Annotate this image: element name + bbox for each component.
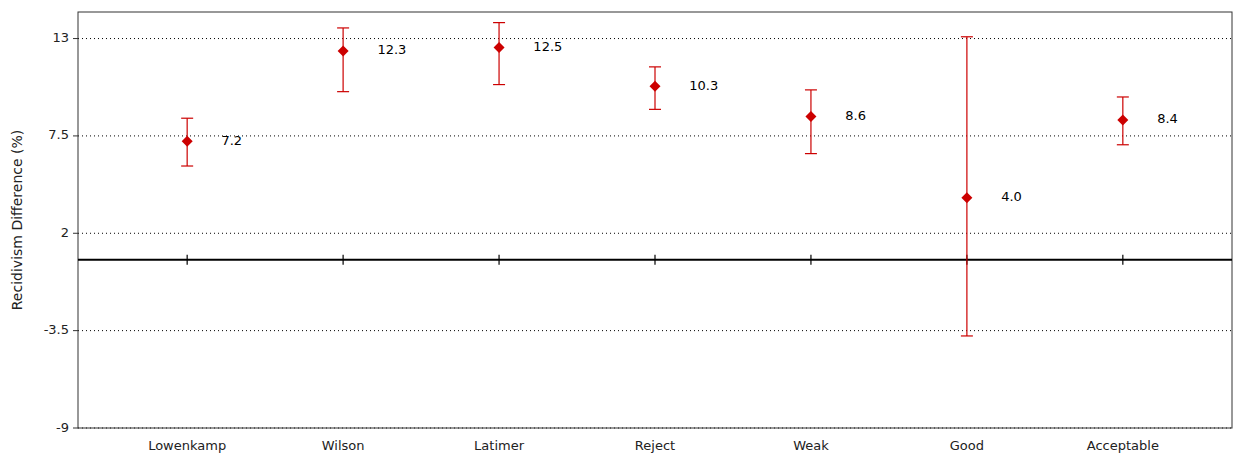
y-tick xyxy=(73,233,78,234)
error-cap xyxy=(337,27,349,28)
y-tick xyxy=(73,135,78,136)
grid-line xyxy=(78,330,1232,331)
point xyxy=(961,192,972,203)
error-cap xyxy=(961,335,973,336)
category-tick xyxy=(187,255,188,265)
y-tick-label: 2 xyxy=(61,225,69,240)
data-label: 8.4 xyxy=(1157,111,1178,126)
labels: 7.2 Lowenkamp 12.3 Wilson 12.5 Latimer 10.3 Rej… xyxy=(148,39,1178,453)
point xyxy=(494,42,505,53)
point xyxy=(805,111,816,122)
category-tick xyxy=(654,255,655,265)
y-axis-label: Recidivism Difference (%) xyxy=(9,130,25,310)
error-cap xyxy=(649,109,661,110)
y-tick-label: 7.5 xyxy=(48,127,69,142)
category-label: Good xyxy=(950,438,984,453)
data-label: 12.5 xyxy=(533,39,562,54)
y-tick xyxy=(73,428,78,429)
error-bar xyxy=(343,28,344,92)
error-cap xyxy=(181,165,193,166)
y-tick-label: 13 xyxy=(52,30,69,45)
y-tick-label: -3.5 xyxy=(44,322,69,337)
error-cap xyxy=(805,153,817,154)
category-label: Latimer xyxy=(474,438,525,453)
category-label: Acceptable xyxy=(1087,438,1159,453)
data-label: 7.2 xyxy=(221,133,242,148)
point xyxy=(650,81,661,92)
error-cap xyxy=(961,36,973,37)
error-cap xyxy=(1117,96,1129,97)
error-cap xyxy=(649,66,661,67)
category-label: Lowenkamp xyxy=(148,438,226,453)
data-label: 10.3 xyxy=(689,78,718,93)
data-label: 4.0 xyxy=(1001,189,1022,204)
y-tick xyxy=(73,38,78,39)
y-tick-label: -9 xyxy=(56,420,69,435)
grid-line xyxy=(78,38,1232,39)
error-cap xyxy=(337,91,349,92)
category-tick xyxy=(343,255,344,265)
grid-line xyxy=(78,135,1232,136)
point xyxy=(1117,114,1128,125)
category-tick xyxy=(810,255,811,265)
grid: 13 7.5 2 -3.5 -9 xyxy=(44,30,1232,434)
plot-frame xyxy=(78,12,1232,428)
point xyxy=(338,45,349,56)
error-cap xyxy=(493,22,505,23)
category-label: Reject xyxy=(635,438,675,453)
data-label: 12.3 xyxy=(377,42,406,57)
category-label: Wilson xyxy=(322,438,365,453)
marks xyxy=(78,23,1232,336)
error-bar xyxy=(966,37,967,336)
data-label: 8.6 xyxy=(845,108,866,123)
error-cap xyxy=(181,118,193,119)
chart: 13 7.5 2 -3.5 -9 Recidivism Difference (%) 7.2… xyxy=(0,0,1252,465)
category-tick xyxy=(1122,255,1123,265)
point xyxy=(182,136,193,147)
error-bar xyxy=(498,23,499,85)
error-cap xyxy=(493,84,505,85)
error-cap xyxy=(1117,144,1129,145)
error-cap xyxy=(805,89,817,90)
category-tick xyxy=(498,255,499,265)
category-label: Weak xyxy=(793,438,829,453)
y-tick xyxy=(73,330,78,331)
grid-line xyxy=(78,233,1232,234)
